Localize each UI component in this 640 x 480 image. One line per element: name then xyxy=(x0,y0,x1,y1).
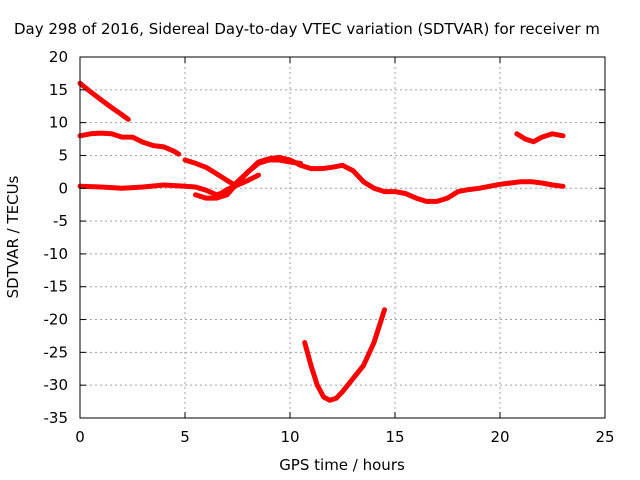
x-tick-label: 20 xyxy=(490,428,509,446)
chart-title: Day 298 of 2016, Sidereal Day-to-day VTE… xyxy=(14,20,600,38)
y-axis-label: SDTVAR / TECUs xyxy=(4,175,22,298)
y-tick-label: -5 xyxy=(53,212,68,230)
data-series xyxy=(77,80,566,403)
y-tick-label: -30 xyxy=(44,376,69,394)
y-tick-label: 10 xyxy=(49,114,68,132)
data-series-2 xyxy=(77,130,182,157)
y-tick-label: -35 xyxy=(44,409,69,427)
data-series-1 xyxy=(77,80,131,122)
y-tick-label: -20 xyxy=(44,311,69,329)
data-series-8 xyxy=(514,131,566,145)
data-series-5 xyxy=(193,157,303,201)
axis-ticks: 0 5 10 15 20 25 20 15 10 5 0 -5 -10 -15 -20 -25 -30 -35 xyxy=(44,48,615,446)
x-tick-label: 0 xyxy=(75,428,85,446)
grid xyxy=(80,57,605,418)
y-tick-label: 20 xyxy=(49,48,68,66)
x-axis-label: GPS time / hours xyxy=(279,456,405,474)
y-tick-label: -10 xyxy=(44,245,69,263)
y-tick-label: 15 xyxy=(49,81,68,99)
x-tick-label: 25 xyxy=(595,428,614,446)
data-series-7 xyxy=(302,307,387,403)
data-series-6 xyxy=(214,172,261,199)
data-series-4 xyxy=(182,157,236,187)
x-tick-label: 10 xyxy=(280,428,299,446)
y-tick-label: 0 xyxy=(58,179,68,197)
x-tick-label: 5 xyxy=(180,428,190,446)
y-tick-label: 5 xyxy=(58,146,68,164)
y-tick-label: -25 xyxy=(44,343,69,361)
x-tick-label: 15 xyxy=(385,428,404,446)
plot-frame xyxy=(79,56,606,419)
y-tick-label: -15 xyxy=(44,278,69,296)
data-series-3 xyxy=(77,154,566,204)
